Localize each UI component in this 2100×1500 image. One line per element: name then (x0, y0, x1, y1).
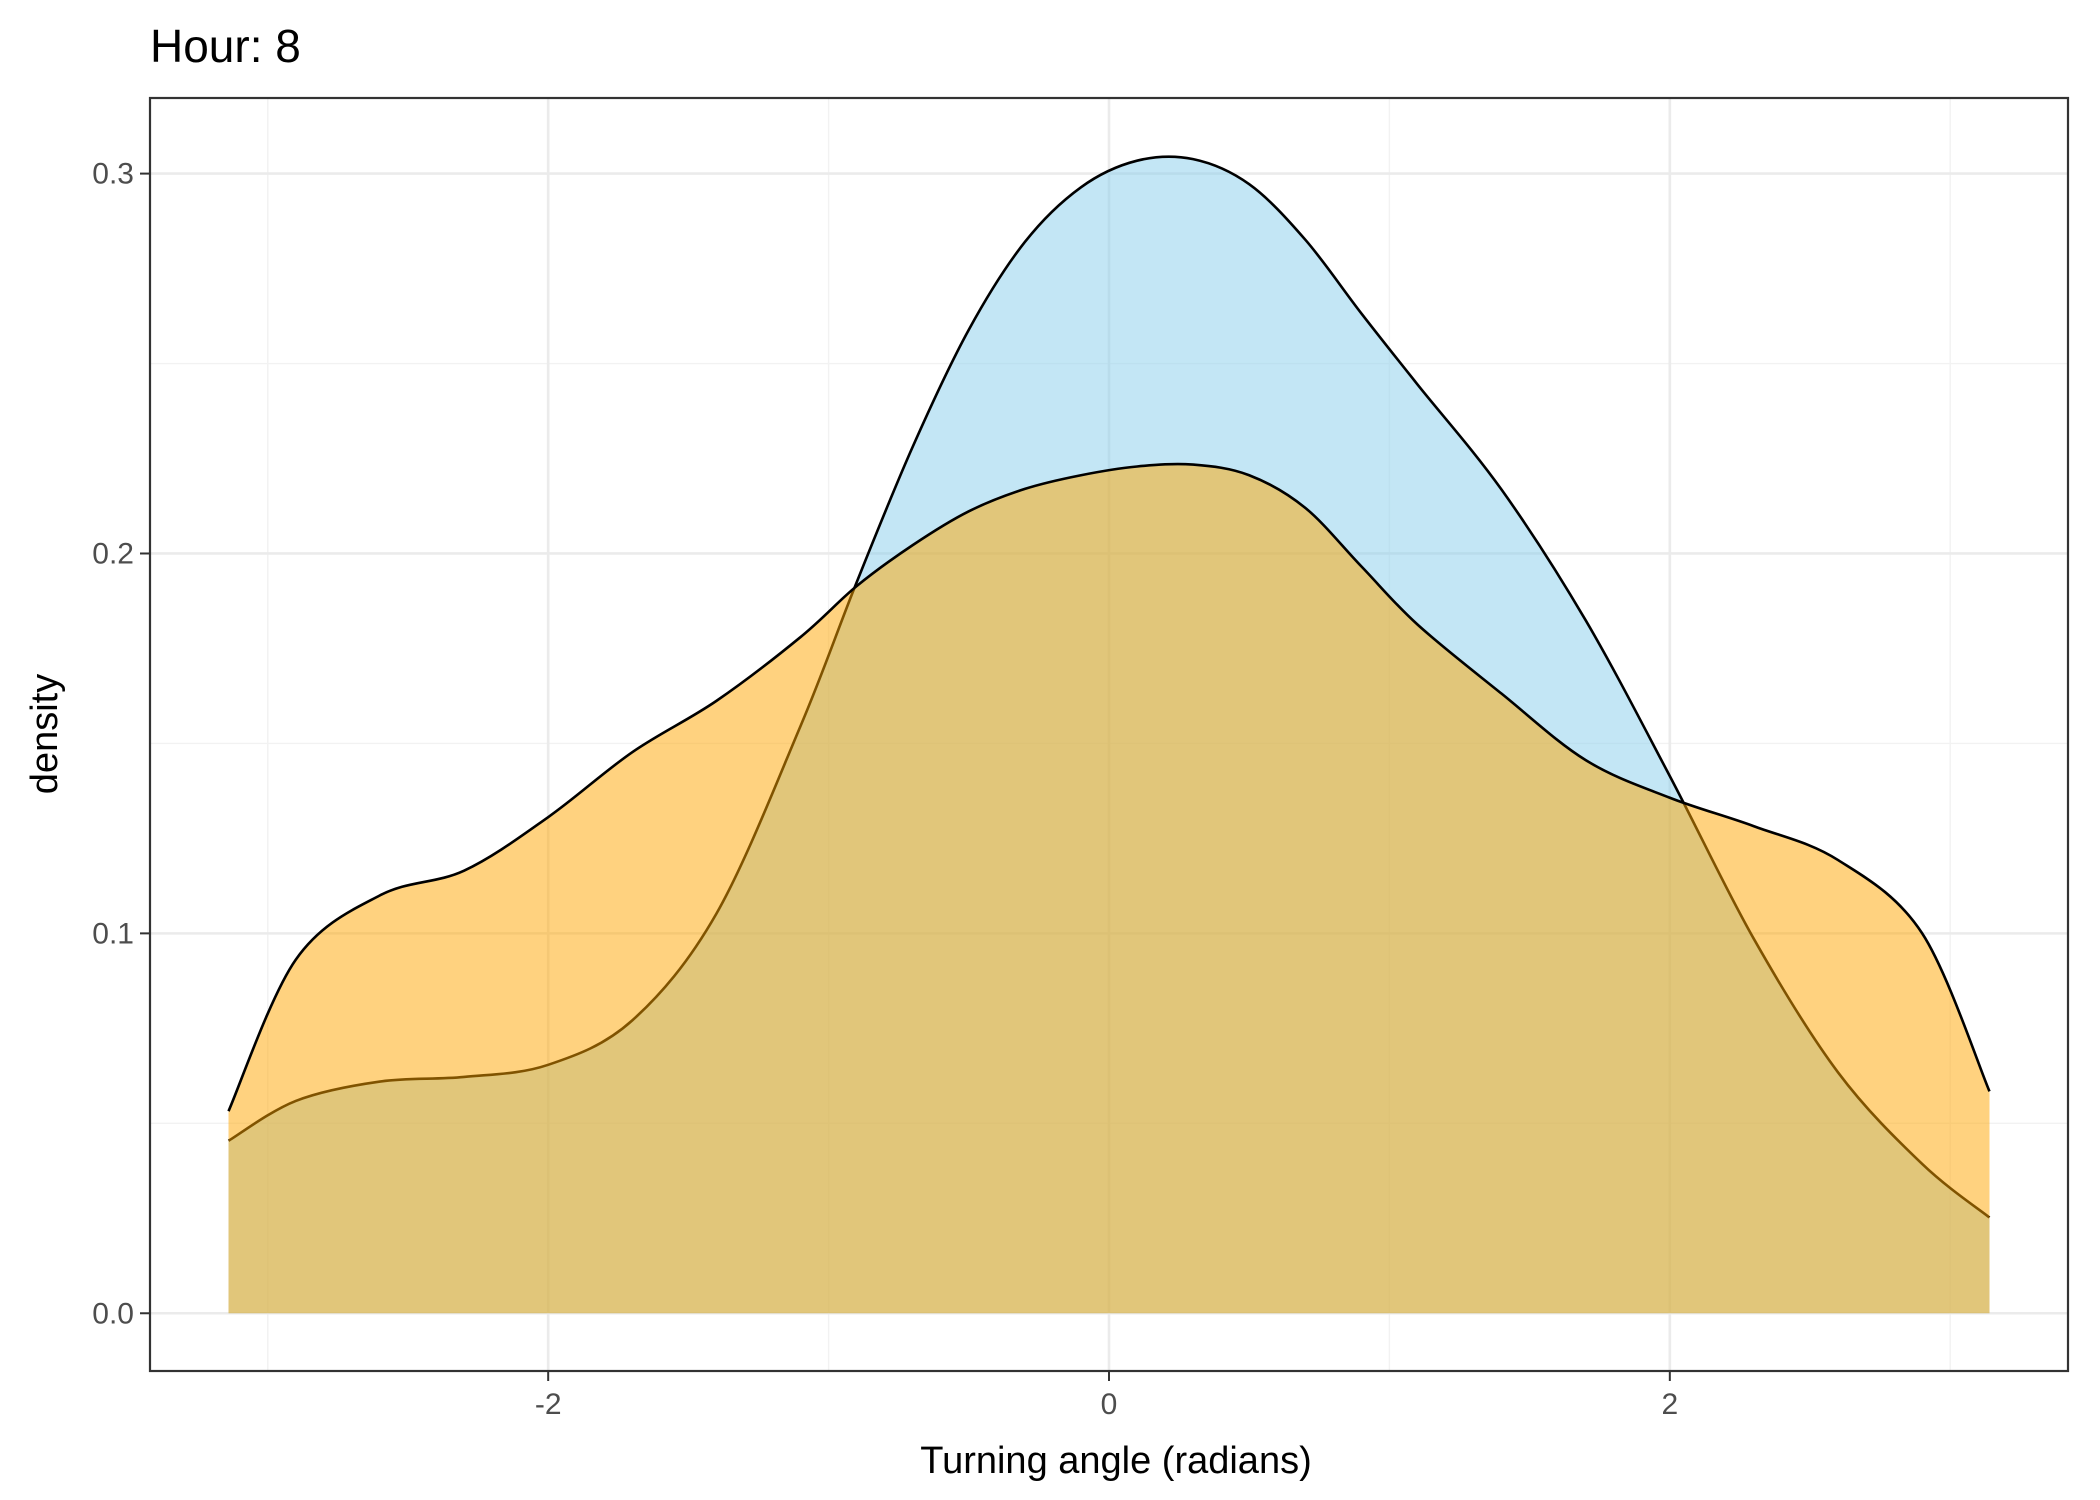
x-axis-title: Turning angle (radians) (920, 1440, 1311, 1482)
density-curve-2 (227, 462, 1991, 1112)
chart-title: Hour: 8 (150, 20, 301, 72)
y-tick-label: 0.2 (92, 537, 134, 570)
y-axis-title: density (24, 674, 66, 794)
y-tick-label: 0.3 (92, 158, 134, 191)
density-series (227, 155, 1991, 1314)
density-series-2 (227, 462, 1991, 1314)
x-tick-label: 2 (1661, 1388, 1678, 1421)
y-tick-label: 0.0 (92, 1297, 134, 1330)
x-tick-label: -2 (535, 1388, 562, 1421)
x-tick-label: 0 (1101, 1388, 1118, 1421)
y-tick-label: 0.1 (92, 917, 134, 950)
axis-ticks: -2 0 2 0.0 0.1 0.2 0.3 (92, 158, 1678, 1421)
density-area-2 (228, 464, 1990, 1314)
